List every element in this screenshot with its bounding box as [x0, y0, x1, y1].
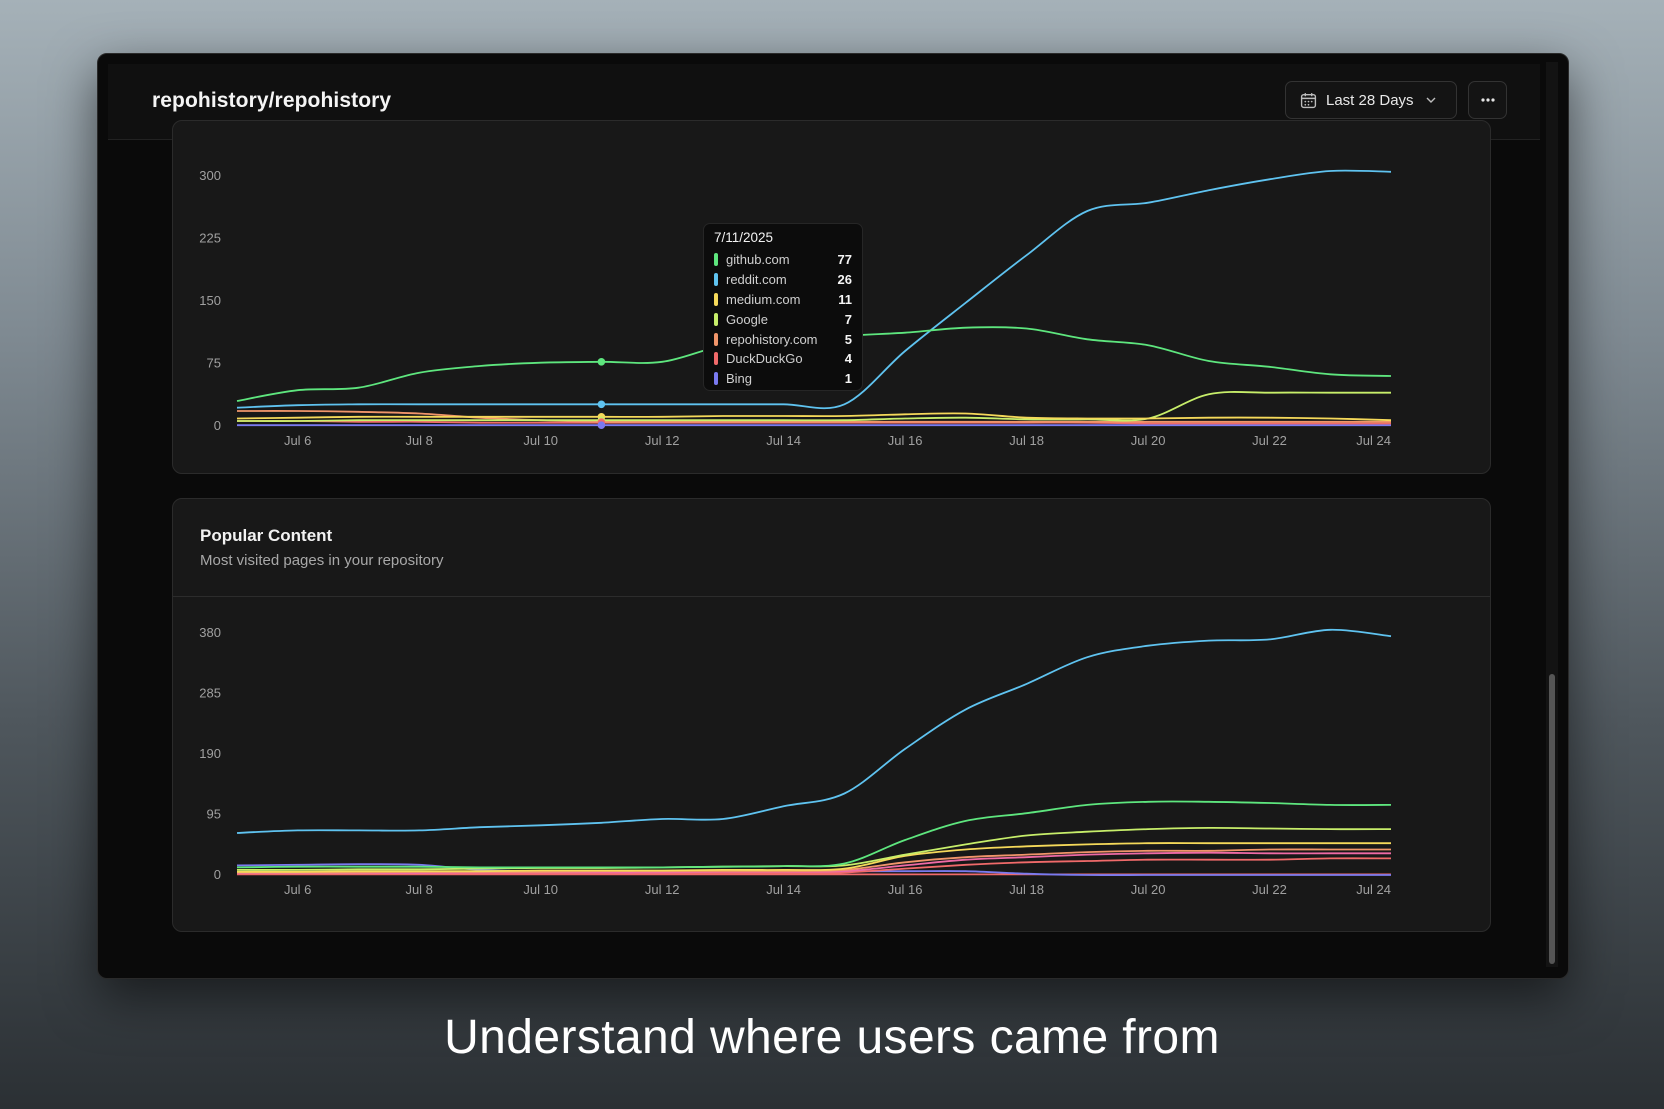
- hover-dot: [597, 421, 606, 430]
- legend-swatch: [714, 312, 718, 326]
- card-subtitle: Most visited pages in your repository: [200, 552, 444, 569]
- scrollbar-thumb[interactable]: [1549, 674, 1555, 964]
- x-tick-label: Jul 8: [405, 882, 432, 897]
- tooltip-value: 7: [844, 311, 852, 327]
- series-line[interactable]: [236, 169, 1392, 410]
- x-tick-label: Jul 16: [888, 882, 923, 897]
- series-line[interactable]: [236, 800, 1392, 869]
- tooltip-label: github.com: [726, 252, 790, 268]
- legend-swatch: [714, 253, 718, 267]
- divider: [173, 596, 1490, 597]
- tooltip-label: Google: [726, 311, 768, 327]
- x-tick-label: Jul 10: [523, 882, 558, 897]
- x-tick-label: Jul 14: [766, 433, 801, 448]
- y-tick-label: 95: [207, 807, 221, 822]
- referrers-card: 0 75 150 225 300 Jul 6 Jul 8 Jul 10 Jul 12 Jul 14…: [172, 120, 1491, 474]
- legend-swatch: [714, 332, 718, 346]
- x-tick-label: Jul 12: [645, 433, 680, 448]
- tooltip-row: repohistory.com 5: [714, 329, 852, 349]
- ellipsis-icon: [1480, 98, 1495, 102]
- tooltip-row: Bing 1: [714, 369, 852, 389]
- tooltip-value: 11: [838, 291, 852, 307]
- repo-title[interactable]: repohistory/repohistory: [152, 89, 392, 112]
- tooltip-label: DuckDuckGo: [726, 351, 803, 367]
- tooltip-label: reddit.com: [726, 272, 787, 288]
- x-tick-label: Jul 20: [1131, 433, 1166, 448]
- series-line[interactable]: [236, 842, 1391, 873]
- series-line[interactable]: [236, 410, 1391, 423]
- tooltip-value: 1: [844, 371, 852, 387]
- legend-swatch: [714, 352, 718, 366]
- tooltip-value: 4: [844, 351, 852, 367]
- date-range-label: Last 28 Days: [1326, 91, 1414, 109]
- y-tick-label: 190: [199, 746, 221, 761]
- series-line[interactable]: [236, 391, 1391, 422]
- y-tick-label: 0: [214, 418, 221, 433]
- hover-dot: [597, 358, 606, 366]
- series-line[interactable]: [236, 420, 1392, 425]
- x-tick-label: Jul 8: [405, 433, 432, 448]
- date-range-button[interactable]: Last 28 Days: [1285, 81, 1457, 119]
- tooltip-row: medium.com 11: [714, 290, 852, 310]
- series-line[interactable]: [236, 628, 1392, 834]
- popular-content-card: Popular Content Most visited pages in yo…: [172, 498, 1491, 932]
- x-tick-label: Jul 24: [1356, 433, 1391, 448]
- tooltip-label: repohistory.com: [726, 331, 818, 347]
- dashboard-content: 0 75 150 225 300 Jul 6 Jul 8 Jul 10 Jul 12 Jul 14…: [108, 120, 1540, 970]
- x-tick-label: Jul 6: [284, 882, 311, 897]
- x-tick-label: Jul 12: [645, 882, 680, 897]
- y-tick-label: 380: [199, 625, 221, 640]
- tooltip-label: medium.com: [726, 291, 801, 307]
- x-tick-label: Jul 6: [284, 433, 311, 448]
- app-window: repohistory/repohistory Last 28 Days: [97, 53, 1569, 979]
- chevron-down-icon: [1426, 97, 1436, 103]
- tooltip-row: DuckDuckGo 4: [714, 349, 852, 369]
- more-options-button[interactable]: [1468, 81, 1507, 119]
- tooltip-value: 5: [844, 331, 852, 347]
- card-title: Popular Content: [200, 526, 333, 545]
- series-line[interactable]: [236, 412, 1392, 422]
- x-tick-label: Jul 22: [1252, 433, 1287, 448]
- legend-swatch: [714, 273, 718, 287]
- y-tick-label: 225: [199, 231, 221, 246]
- x-tick-label: Jul 10: [523, 433, 558, 448]
- x-tick-label: Jul 22: [1252, 882, 1287, 897]
- x-tick-label: Jul 14: [766, 882, 801, 897]
- tooltip-row: Google 7: [714, 309, 852, 329]
- x-tick-label: Jul 18: [1009, 882, 1044, 897]
- chart-tooltip: 7/11/2025 github.com 77 reddit.com 26 medium…: [703, 223, 863, 391]
- y-tick-label: 150: [199, 293, 221, 308]
- tooltip-value: 26: [837, 272, 852, 288]
- tooltip-row: github.com 77: [714, 250, 852, 270]
- y-tick-label: 285: [199, 686, 221, 701]
- y-tick-label: 0: [214, 867, 221, 882]
- legend-swatch: [714, 292, 718, 306]
- tooltip-date: 7/11/2025: [714, 230, 774, 245]
- calendar-icon: [1300, 92, 1317, 108]
- tooltip-row: reddit.com 26: [714, 270, 852, 290]
- y-tick-label: 300: [199, 168, 221, 183]
- popular-content-chart[interactable]: 0 95 190 285 380 Jul 6 Jul 8 Jul 10 Jul 12 Jul 14…: [173, 499, 1492, 933]
- marketing-caption: Understand where users came from: [444, 1011, 1220, 1064]
- legend-swatch: [714, 372, 718, 386]
- x-tick-label: Jul 20: [1131, 882, 1166, 897]
- tooltip-label: Bing: [726, 371, 753, 387]
- tooltip-value: 77: [837, 252, 852, 268]
- x-tick-label: Jul 24: [1356, 882, 1391, 897]
- x-tick-label: Jul 16: [888, 433, 923, 448]
- y-tick-label: 75: [207, 356, 221, 371]
- x-tick-label: Jul 18: [1009, 433, 1044, 448]
- hover-dot: [597, 400, 606, 409]
